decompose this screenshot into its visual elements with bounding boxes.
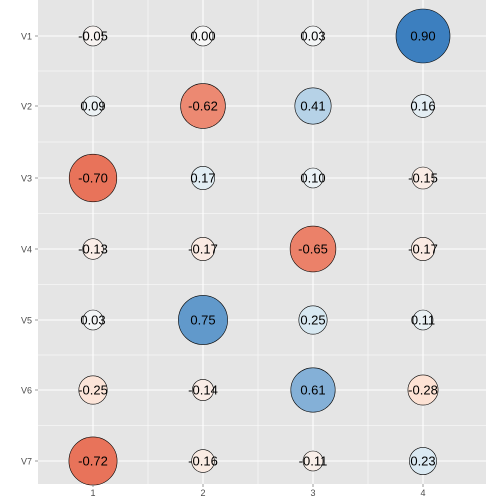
bubble-V2-2 bbox=[180, 83, 226, 129]
y-tick-label-V5: V5 bbox=[21, 316, 32, 326]
bubble-V5-4 bbox=[412, 309, 434, 331]
value-label-V3-2: 0.17 bbox=[190, 171, 215, 186]
bubble-V5-2 bbox=[178, 295, 228, 345]
value-label-V1-3: 0.03 bbox=[300, 29, 325, 44]
value-label-V2-4: 0.16 bbox=[410, 99, 435, 114]
x-axis-ticks: 1 2 3 4 bbox=[90, 484, 426, 498]
bubble-V6-4 bbox=[407, 374, 439, 406]
value-label-V1-1: -0.05 bbox=[78, 29, 108, 44]
bubble-V1-3 bbox=[302, 25, 324, 47]
bubble-V5-1 bbox=[82, 309, 104, 331]
bubble-V2-3 bbox=[294, 87, 332, 125]
x-tick-label-2: 2 bbox=[200, 488, 205, 498]
bubble-V2-4 bbox=[411, 94, 435, 118]
value-label-V6-3: 0.61 bbox=[300, 383, 325, 398]
bubble-V6-1 bbox=[78, 375, 108, 405]
bubble-V6-3 bbox=[290, 367, 336, 413]
plot-panel bbox=[38, 0, 486, 484]
y-tick-label-V1: V1 bbox=[21, 32, 32, 42]
value-label-V3-1: -0.70 bbox=[78, 171, 108, 186]
bubble-V3-2 bbox=[191, 166, 216, 191]
y-tick-label-V2: V2 bbox=[21, 102, 32, 112]
value-label-V1-2: 0.00 bbox=[190, 29, 215, 44]
bubble-V4-4 bbox=[410, 237, 435, 262]
x-tick-label-1: 1 bbox=[90, 488, 95, 498]
bubble-V7-4 bbox=[409, 447, 437, 475]
x-tick-label-4: 4 bbox=[420, 488, 425, 498]
bubble-V6-2 bbox=[192, 379, 214, 401]
bubble-V3-1 bbox=[68, 153, 118, 203]
value-label-V4-1: -0.13 bbox=[78, 242, 108, 257]
value-label-V2-3: 0.41 bbox=[300, 99, 325, 114]
bubble-V4-1 bbox=[82, 238, 104, 260]
y-tick-label-V4: V4 bbox=[21, 245, 32, 255]
y-tick-label-V6: V6 bbox=[21, 386, 32, 396]
bubble-V3-4 bbox=[411, 166, 435, 190]
y-axis-ticks: V1 V2 V3 V4 V5 V6 V7 bbox=[21, 32, 38, 467]
bubble-V7-3 bbox=[302, 450, 324, 472]
value-label-V2-2: -0.62 bbox=[188, 99, 218, 114]
value-label-V5-3: 0.25 bbox=[300, 313, 325, 328]
value-label-V5-4: 0.11 bbox=[411, 313, 435, 328]
y-tick-label-V3: V3 bbox=[21, 174, 32, 184]
bubble-V1-4 bbox=[395, 8, 451, 64]
value-label-V6-1: -0.25 bbox=[78, 383, 108, 398]
value-label-V3-4: -0.15 bbox=[408, 171, 438, 186]
value-label-V2-1: 0.09 bbox=[80, 99, 105, 114]
y-tick-label-V7: V7 bbox=[21, 457, 32, 467]
bubble-V4-2 bbox=[191, 237, 216, 262]
value-label-V7-4: 0.23 bbox=[410, 454, 435, 469]
bubble-V7-2 bbox=[191, 449, 215, 473]
value-label-V4-3: -0.65 bbox=[298, 242, 328, 257]
value-label-V4-4: -0.17 bbox=[408, 242, 438, 257]
value-label-V7-1: -0.72 bbox=[78, 454, 108, 469]
bubble-V3-3 bbox=[302, 167, 324, 189]
bubble-V1-2 bbox=[192, 25, 214, 47]
bubble-V4-3 bbox=[289, 225, 337, 273]
value-label-V6-4: -0.28 bbox=[408, 383, 438, 398]
bubble-V5-3 bbox=[298, 305, 328, 335]
value-label-V5-1: 0.03 bbox=[80, 313, 105, 328]
x-tick-label-3: 3 bbox=[310, 488, 315, 498]
bubbles: -0.05 0.00 0.03 0.90 0.09 -0.62 0.41 0.16 -0.70 0… bbox=[68, 8, 451, 486]
bubble-V2-1 bbox=[82, 95, 104, 117]
value-label-V7-3: -0.11 bbox=[299, 454, 328, 469]
value-label-V1-4: 0.90 bbox=[410, 29, 435, 44]
value-label-V7-2: -0.16 bbox=[188, 454, 218, 469]
bubble-V1-1 bbox=[82, 25, 104, 47]
value-label-V3-3: 0.10 bbox=[300, 171, 325, 186]
value-label-V4-2: -0.17 bbox=[188, 242, 218, 257]
value-label-V5-2: 0.75 bbox=[190, 313, 215, 328]
value-label-V6-2: -0.14 bbox=[188, 383, 218, 398]
